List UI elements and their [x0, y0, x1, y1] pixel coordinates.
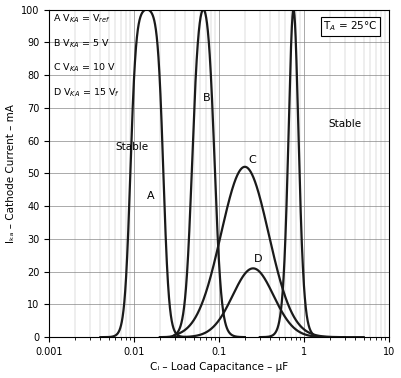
Text: D: D	[254, 254, 262, 263]
Text: A: A	[147, 191, 154, 201]
Text: B V$_{KA}$ = 5 V: B V$_{KA}$ = 5 V	[53, 37, 109, 50]
Y-axis label: Iₖₐ – Cathode Current – mA: Iₖₐ – Cathode Current – mA	[6, 104, 16, 243]
X-axis label: Cₗ – Load Capacitance – μF: Cₗ – Load Capacitance – μF	[150, 363, 288, 372]
Text: T$_A$ = 25°C: T$_A$ = 25°C	[324, 19, 378, 33]
Text: C V$_{KA}$ = 10 V: C V$_{KA}$ = 10 V	[53, 62, 115, 74]
Text: D V$_{KA}$ = 15 V$_f$: D V$_{KA}$ = 15 V$_f$	[53, 87, 119, 99]
Text: A V$_{KA}$ = V$_{ref}$: A V$_{KA}$ = V$_{ref}$	[53, 13, 111, 25]
Text: C: C	[248, 155, 256, 165]
Text: B: B	[203, 93, 211, 103]
Text: Stable: Stable	[328, 119, 361, 129]
Text: Stable: Stable	[115, 142, 148, 152]
